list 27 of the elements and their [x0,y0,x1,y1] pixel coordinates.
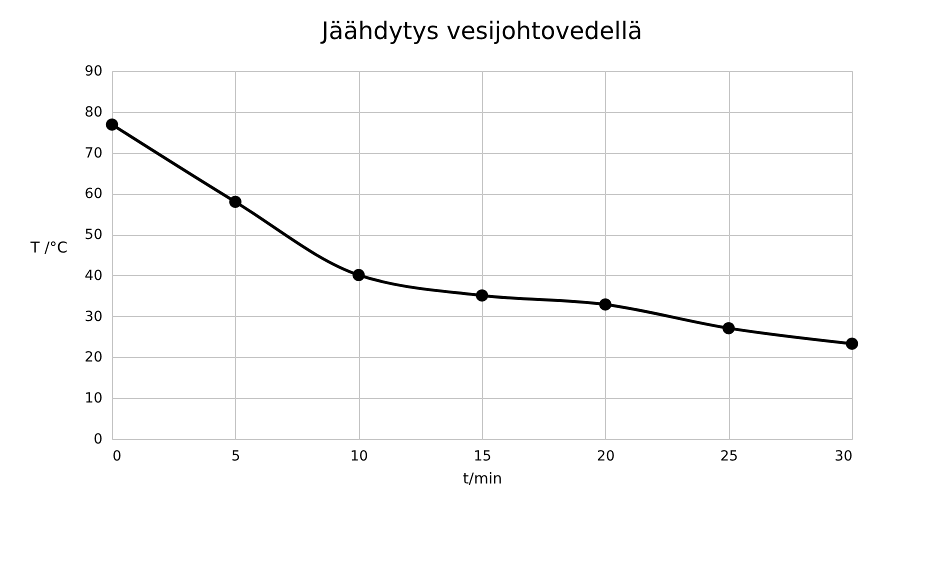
chart-title: Jäähdytys vesijohtovedellä [320,17,642,45]
point [599,298,612,311]
y-tick-label: 80 [84,104,102,120]
y-tick-label: 70 [84,145,102,162]
x-tick-label: 20 [596,448,615,464]
x-tick-label: 15 [474,448,492,464]
point [476,289,488,302]
y-tick-label: 10 [84,390,102,407]
y-tick-label: 0 [94,432,102,448]
point [722,322,735,334]
point [352,268,365,282]
x-tick-label: 10 [350,448,368,464]
x-tick-label: 0 [112,448,122,464]
y-tick-label: 50 [84,227,102,244]
x-tick-label: 30 [834,448,852,464]
point [106,118,118,131]
y-tick-label: 90 [84,64,102,80]
y-tick-label: 30 [84,308,102,325]
x-tick-label: 5 [231,448,240,464]
y-tick-label: 60 [84,186,102,202]
y-tick-label: 40 [84,268,102,284]
y-axis-title: T /°C [30,238,68,256]
point [846,338,858,350]
x-axis-title: t/min [462,470,502,488]
y-tick-label: 20 [84,350,102,366]
point [229,196,242,208]
x-tick-label: 25 [720,448,738,464]
